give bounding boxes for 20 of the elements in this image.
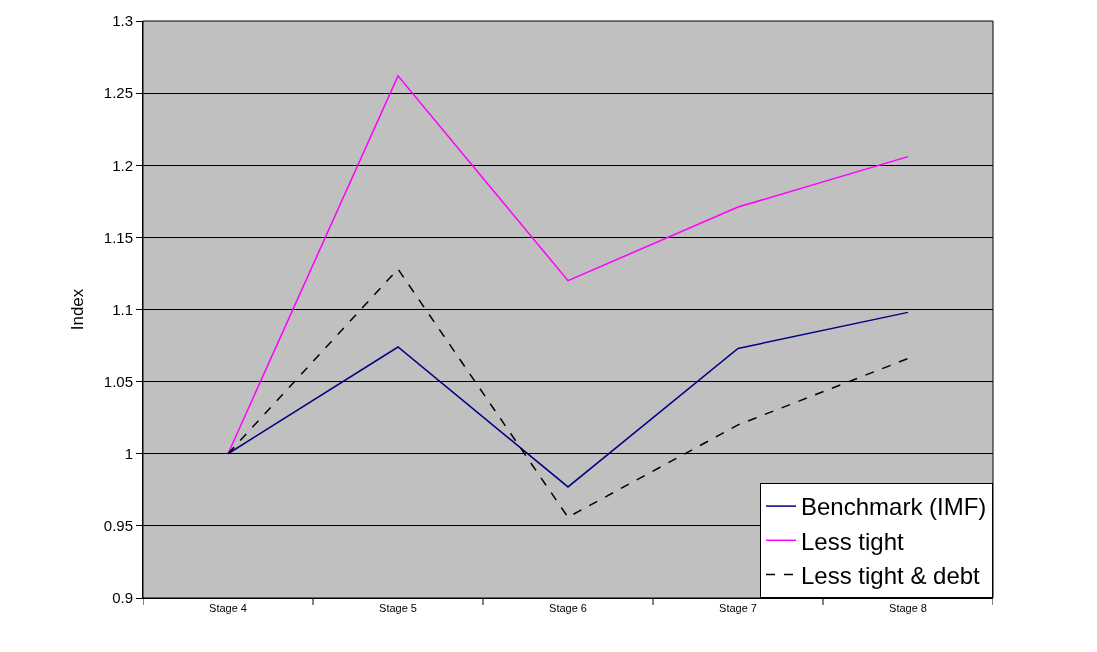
x-tick-label: Stage 6 <box>549 602 587 615</box>
legend-label: Benchmark (IMF) <box>801 493 987 521</box>
y-tick-label: 1.3 <box>112 12 133 30</box>
line-series <box>227 311 909 488</box>
legend-label: Less tight <box>801 527 905 555</box>
y-axis-title: Index <box>68 288 88 331</box>
x-tick-label: Stage 5 <box>379 602 417 615</box>
line-series <box>227 75 909 455</box>
x-tick-label: Stage 4 <box>209 602 247 615</box>
y-tick-label: 1.25 <box>103 84 133 102</box>
y-tick-label: 1 <box>124 445 133 462</box>
y-tick-label: 0.9 <box>112 589 133 607</box>
y-tick-label: 1.2 <box>112 156 133 174</box>
y-tick-label: 1.05 <box>103 372 133 390</box>
legend-label: Less tight & debt <box>801 561 981 589</box>
y-tick-label: 0.95 <box>103 517 133 535</box>
x-tick-label: Stage 7 <box>719 602 757 615</box>
y-tick-label: 1.15 <box>103 228 133 246</box>
y-tick-label: 1.1 <box>112 300 133 318</box>
x-tick-label: Stage 8 <box>889 602 927 615</box>
